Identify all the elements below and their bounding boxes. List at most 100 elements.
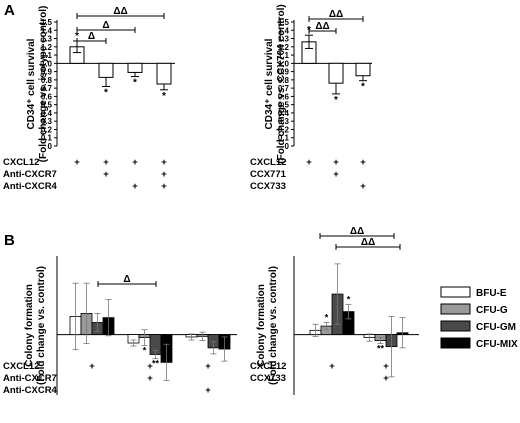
treatment-label: CCX733 [250, 373, 286, 384]
significance-star: * [143, 345, 147, 355]
y-tick-label: 0.9 [278, 68, 290, 77]
y-tick-label: 1.2 [41, 43, 53, 52]
treatment-mark: + [383, 373, 389, 384]
y-tick-label: 0.7 [41, 84, 53, 93]
y-tick-label: 0.3 [41, 117, 53, 126]
bracket-label: ΔΔ [350, 226, 364, 237]
legend-swatch [440, 286, 471, 298]
y-tick-label: 0.5 [41, 101, 53, 110]
treatment-label: CCX733 [250, 181, 286, 192]
legend-label: BFU-E [476, 288, 507, 299]
significance-star: * [361, 82, 365, 93]
legend-label: CFU-MIX [476, 339, 518, 350]
bracket-label: Δ [123, 274, 130, 285]
y-axis-label: CD34⁺ cell survival [264, 38, 275, 129]
treatment-mark: + [132, 157, 138, 168]
y-tick-label: 1.0 [278, 59, 290, 68]
bracket-label: ΔΔ [113, 6, 127, 17]
treatment-label: CXCL12 [250, 157, 286, 168]
treatment-label: CCX771 [250, 169, 287, 180]
panel-letter-a: A [4, 2, 15, 19]
y-axis-label: (Fold change vs. CCX704 control) [276, 4, 287, 163]
y-tick-label: 1.5 [278, 18, 290, 27]
y-tick-label: 0.4 [278, 109, 290, 118]
chart-a-right: 00.10.20.30.40.50.60.70.80.91.01.11.21.3… [250, 4, 372, 192]
treatment-mark: + [161, 157, 167, 168]
significance-star: * [162, 91, 166, 102]
y-axis-label: (Fold change vs. control) [36, 266, 47, 385]
bracket-label: ΔΔ [361, 237, 375, 248]
y-tick-label: 0.2 [41, 125, 53, 134]
treatment-mark: + [147, 361, 153, 372]
legend-swatch [440, 303, 471, 315]
chart-a-left: 00.10.20.30.40.50.60.70.80.91.01.11.21.3… [3, 6, 175, 192]
significance-star: * [347, 294, 351, 304]
treatment-label: CXCL12 [3, 361, 39, 372]
treatment-mark: + [74, 157, 80, 168]
y-tick-label: 1.4 [278, 26, 290, 35]
bracket-label: Δ [102, 20, 109, 31]
treatment-mark: + [205, 361, 211, 372]
legend-label: CFU-G [476, 305, 508, 316]
y-tick-label: 0.3 [278, 117, 290, 126]
y-tick-label: 1.5 [41, 18, 53, 27]
treatment-label: Anti-CXCR4 [3, 181, 58, 192]
y-tick-label: 0.2 [278, 125, 290, 134]
y-tick-label: 1.3 [278, 35, 290, 44]
y-axis-label: (Fold change vs. control) [268, 266, 279, 385]
treatment-mark: + [360, 157, 366, 168]
treatment-mark: + [333, 169, 339, 180]
significance-star: ** [152, 359, 160, 369]
treatment-mark: + [329, 361, 335, 372]
y-tick-label: 1.4 [41, 26, 53, 35]
y-tick-label: 0.4 [41, 109, 53, 118]
significance-star: * [75, 31, 79, 42]
bar [355, 62, 371, 77]
y-tick-label: 0.8 [278, 76, 290, 85]
treatment-label: CXCL12 [250, 361, 286, 372]
y-tick-label: 0.7 [278, 84, 290, 93]
bar [156, 62, 172, 85]
y-axis-label: CD34⁺ cell survival [26, 38, 37, 129]
bracket-label: Δ [88, 31, 95, 42]
y-tick-label: 0.1 [278, 134, 290, 143]
y-tick-label: 1.1 [278, 51, 290, 60]
treatment-mark: + [360, 181, 366, 192]
legend: BFU-E CFU-G CFU-GM CFU-MIX [440, 286, 518, 350]
treatment-mark: + [89, 361, 95, 372]
y-tick-label: 0.1 [41, 134, 53, 143]
treatment-label: Anti-CXCR7 [3, 169, 57, 180]
treatment-mark: + [147, 373, 153, 384]
treatment-mark: + [333, 157, 339, 168]
treatment-mark: + [103, 169, 109, 180]
y-tick-label: 1.2 [278, 43, 290, 52]
y-tick-label: 0.6 [278, 92, 290, 101]
y-axis-label: Colony formation [24, 284, 35, 367]
y-axis-label: (Fold change vs. isotype control) [38, 6, 49, 163]
y-tick-label: 1.1 [41, 51, 53, 60]
legend-label: CFU-GM [476, 322, 516, 333]
y-axis-label: Colony formation [256, 284, 267, 367]
y-tick-label: 0.5 [278, 101, 290, 110]
significance-star: ** [377, 344, 385, 354]
bracket-label: ΔΔ [315, 21, 329, 32]
treatment-label: Anti-CXCR7 [3, 373, 57, 384]
bar [127, 62, 143, 73]
treatment-mark: + [161, 169, 167, 180]
treatment-mark: + [103, 157, 109, 168]
treatment-mark: + [205, 385, 211, 396]
significance-star: * [133, 78, 137, 89]
significance-star: * [334, 95, 338, 106]
y-tick-label: 0.8 [41, 76, 53, 85]
panel-letter-b: B [4, 232, 15, 249]
significance-star: * [104, 87, 108, 98]
bracket-label: ΔΔ [329, 9, 343, 20]
treatment-label: Anti-CXCR4 [3, 385, 58, 396]
treatment-mark: + [383, 361, 389, 372]
legend-swatch [440, 320, 471, 332]
y-tick-label: 0 [48, 142, 53, 151]
significance-star: * [325, 312, 329, 322]
y-tick-label: 0.9 [41, 68, 53, 77]
